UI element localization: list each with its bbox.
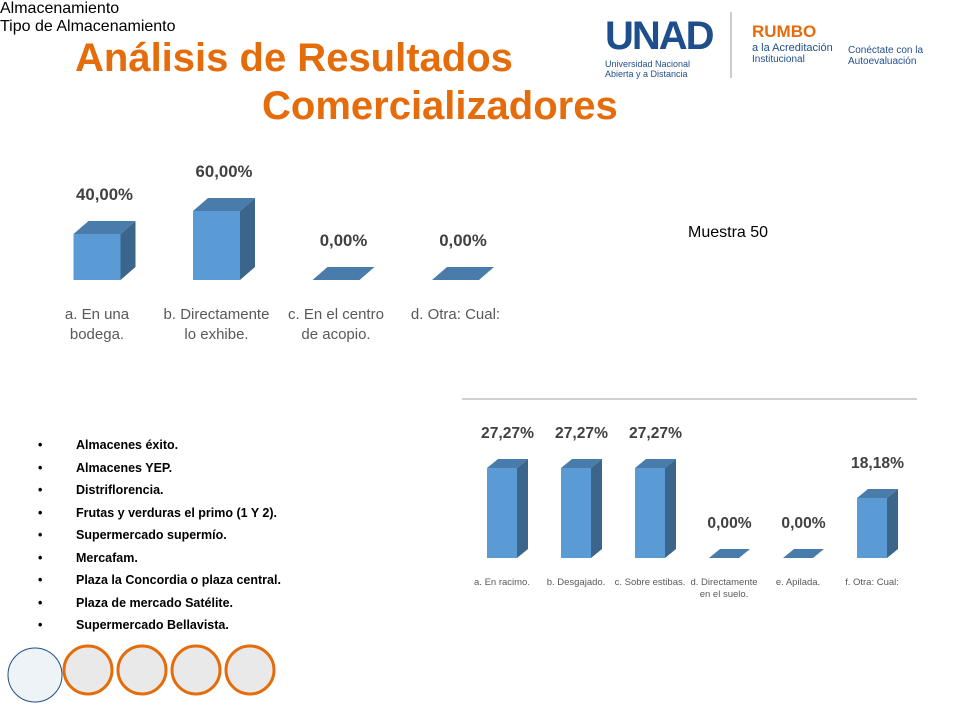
certification-logos: [7, 644, 276, 703]
bar-top: [73, 221, 136, 234]
bar-top: [193, 198, 255, 211]
value-label: 0,00%: [439, 231, 487, 251]
chart-title: Almacenamiento: [0, 0, 120, 17]
bar: [561, 468, 591, 558]
x-tick-label: c. En el centro de acopio.: [288, 306, 384, 343]
list-item: Supermercado supermío.: [38, 528, 281, 551]
logo-text: Autoevaluación: [848, 56, 917, 67]
bar-top: [857, 489, 898, 499]
logo-text: Abierta y a Distancia: [605, 69, 688, 79]
list-item: Frutas y verduras el primo (1 Y 2).: [38, 506, 281, 529]
value-label: 40,00%: [76, 185, 133, 205]
value-label: 18,18%: [851, 454, 904, 472]
list-item: Plaza la Concordia o plaza central.: [38, 573, 281, 596]
seal: [62, 644, 114, 696]
value-label: 0,00%: [707, 514, 752, 532]
x-tick-label: d. Otra: Cual:: [410, 306, 501, 323]
x-tick-label: a. En racimo.: [474, 577, 530, 588]
seal: [116, 644, 168, 696]
bar-side: [591, 459, 602, 558]
seal: [224, 644, 276, 696]
value-label: 27,27%: [481, 424, 534, 442]
bar: [73, 234, 121, 280]
bar-top: [312, 267, 375, 280]
x-tick-label: b. Directamente lo exhibe.: [163, 306, 270, 343]
value-label: 27,27%: [555, 424, 608, 442]
list-item: Plaza de mercado Satélite.: [38, 596, 281, 619]
x-tick-label: d. Directamente en el suelo.: [690, 577, 758, 601]
list-item: Mercafam.: [38, 551, 281, 574]
title: Análisis de Resultados: [75, 36, 513, 80]
bar-top: [561, 459, 602, 469]
bar: [193, 211, 240, 280]
list-item: Almacenes éxito.: [38, 438, 281, 461]
bar-side: [240, 198, 255, 280]
value-label: 27,27%: [629, 424, 682, 442]
logo-text: Conéctate con la: [848, 45, 924, 56]
list-item: Almacenes YEP.: [38, 461, 281, 484]
chart-border: [462, 398, 917, 400]
bar-side: [120, 221, 136, 280]
x-tick-label: a. En una bodega.: [64, 306, 130, 343]
sample-note: Muestra 50: [688, 224, 769, 241]
bar: [635, 468, 665, 558]
bar-side: [517, 459, 528, 558]
bar-top: [432, 267, 494, 280]
logo-text: Universidad Nacional: [605, 59, 691, 69]
logo-conectate: Conéctate con la Autoevaluación: [848, 45, 923, 67]
divider: [730, 12, 732, 78]
list-item: Supermercado Bellavista.: [38, 618, 281, 641]
bar-top: [635, 459, 676, 469]
bar-side: [887, 489, 898, 558]
logo-text: Institucional: [752, 54, 805, 65]
value-label: 0,00%: [319, 231, 368, 251]
bar-top: [487, 459, 528, 469]
store-list: Almacenes éxito.Almacenes YEP.Distriflor…: [38, 438, 281, 641]
logo-text: a la Acreditación: [752, 42, 833, 54]
value-label: 60,00%: [195, 162, 253, 182]
seal: [170, 644, 222, 696]
logo-unad: UNAD Universidad Nacional Abierta y a Di…: [605, 14, 720, 79]
logo-text: RUMBO: [752, 22, 817, 41]
logo-text: UNAD: [605, 14, 715, 58]
x-tick-label: b. Desgajado.: [546, 577, 606, 588]
bar: [857, 498, 887, 558]
bar: [487, 468, 517, 558]
x-tick-label: c. Sobre estibas.: [614, 577, 686, 588]
list-item: Distriflorencia.: [38, 483, 281, 506]
title: Comercializadores: [262, 84, 618, 128]
logo-rumbo: RUMBO a la Acreditación Institucional: [752, 22, 833, 65]
seal: [7, 647, 63, 703]
bar-side: [665, 459, 676, 558]
bar-top: [709, 549, 750, 558]
chart-title: Tipo de Almacenamiento: [0, 18, 176, 35]
x-tick-label: e. Apilada.: [775, 577, 821, 588]
value-label: 0,00%: [781, 514, 826, 532]
x-tick-label: f. Otra: Cual:: [845, 577, 899, 588]
bar-top: [783, 549, 824, 558]
